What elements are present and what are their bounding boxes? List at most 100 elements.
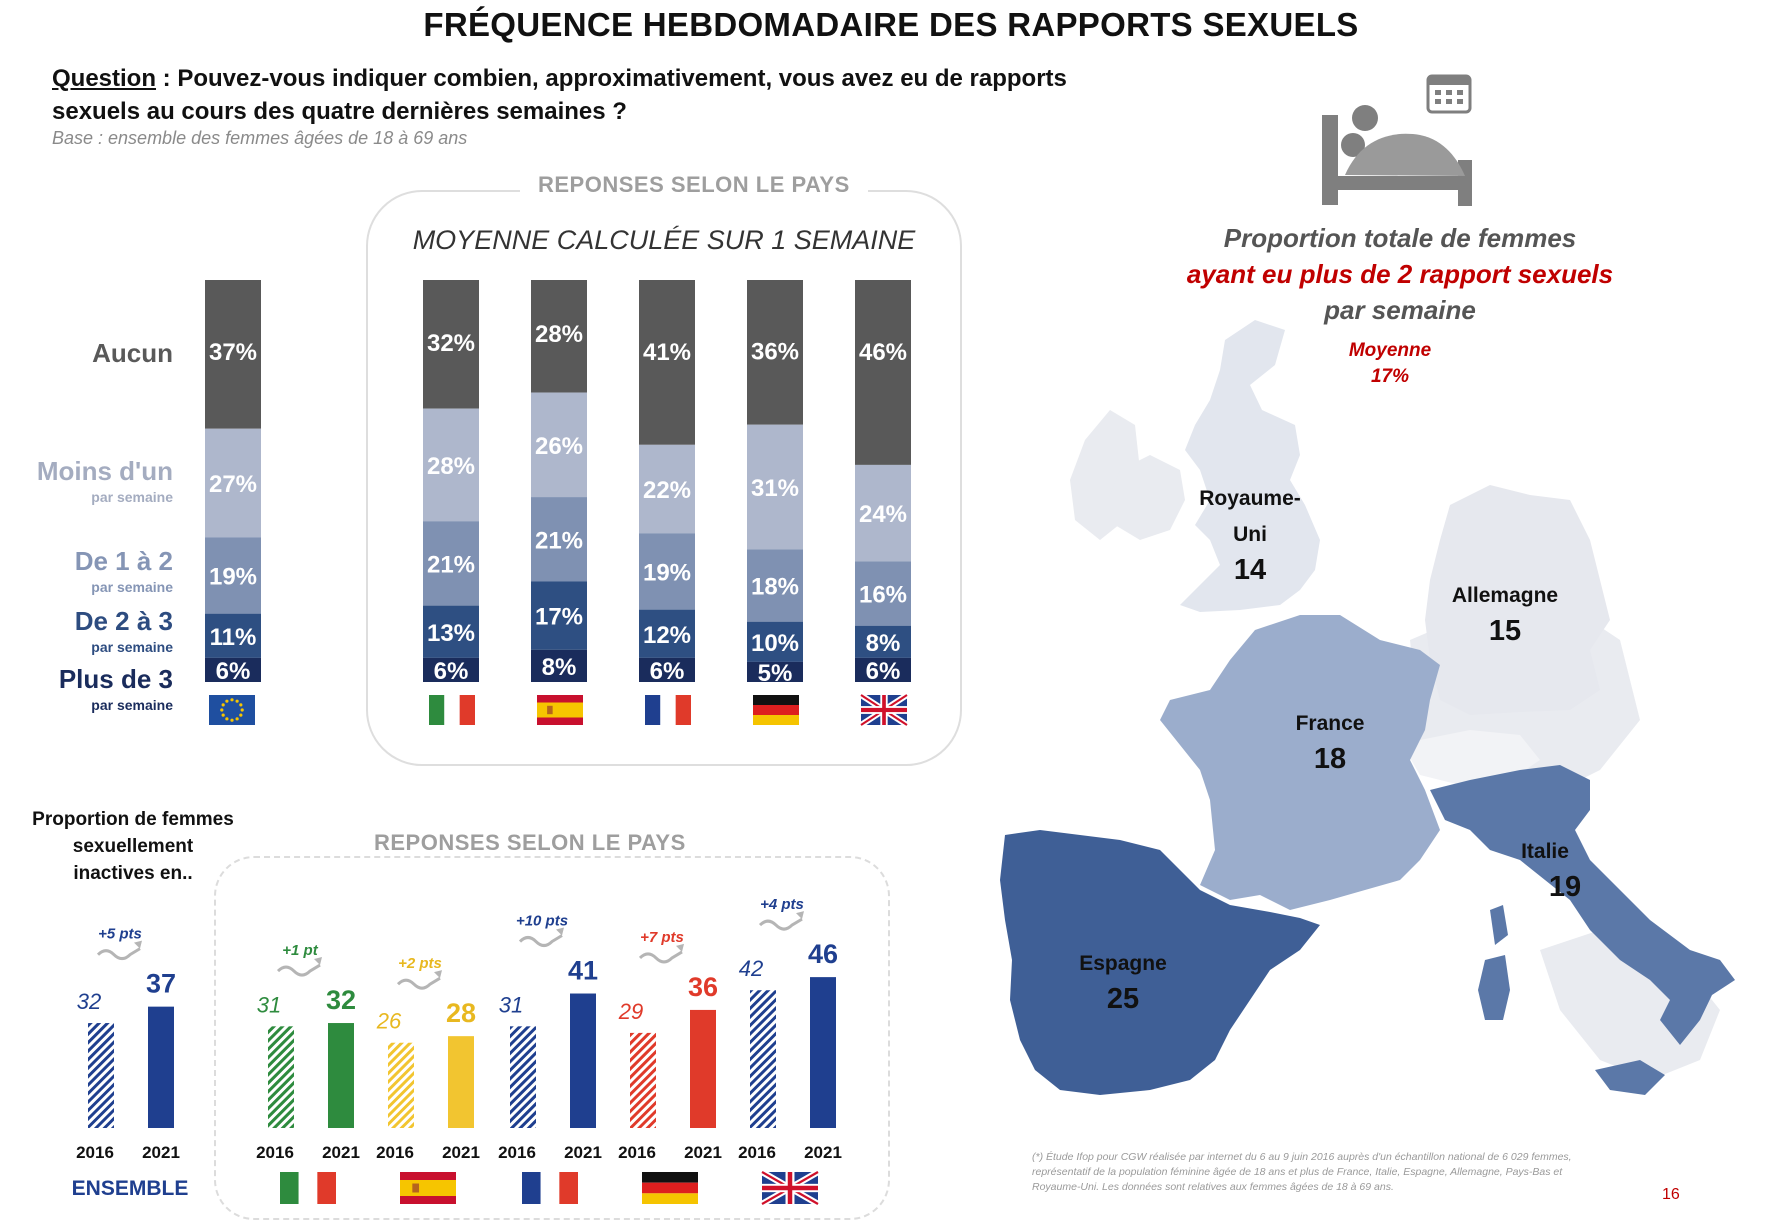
- stack-value-label: 19%: [643, 559, 691, 586]
- map-region-sicily: [1595, 1060, 1665, 1095]
- flag-stripe: [537, 717, 583, 725]
- flag-stripe: [660, 695, 676, 725]
- flag-stripe: [298, 1172, 318, 1204]
- trend-arrow-icon: [396, 976, 441, 990]
- map-title-line: par semaine: [1324, 295, 1476, 325]
- flag-de-icon: [642, 1172, 698, 1204]
- stack-value-label: 32%: [427, 330, 475, 357]
- map-region-value: 19: [1549, 871, 1581, 903]
- map-region-name: Italie: [1521, 840, 1569, 863]
- change-label: +5 pts: [98, 926, 142, 943]
- stack-value-label: 41%: [643, 339, 691, 366]
- flag-stripe: [642, 1193, 698, 1204]
- year-label: 2016: [618, 1143, 656, 1162]
- flag-stripe: [642, 1172, 698, 1183]
- flag-stripe: [537, 695, 583, 703]
- year-label: 2021: [684, 1143, 722, 1162]
- bar-value-label: 29: [618, 999, 643, 1024]
- stack-segment: [423, 605, 479, 658]
- flag-stripe: [753, 715, 799, 725]
- stack-value-label: 6%: [866, 658, 901, 685]
- map-region-value: 15: [1489, 615, 1521, 647]
- map-region-value: 25: [1107, 983, 1139, 1015]
- flag-emblem: [547, 705, 553, 715]
- question-separator: :: [156, 65, 178, 92]
- stack-value-label: 19%: [209, 563, 257, 590]
- flag-stripe: [459, 695, 475, 725]
- map-region-value: 14: [1234, 554, 1266, 586]
- map-region-value: 18: [1314, 743, 1346, 775]
- map-title-line: Proportion totale de femmes: [1223, 223, 1577, 253]
- page-number: 16: [1662, 1186, 1680, 1203]
- legend-sublabel: par semaine: [91, 579, 173, 595]
- legend-label: Plus de 3: [59, 664, 173, 694]
- bar-value-label: 26: [376, 1009, 402, 1034]
- bottom-intro-line: sexuellement: [72, 836, 194, 857]
- year-label: 2016: [498, 1143, 536, 1162]
- stack-value-label: 6%: [216, 658, 251, 685]
- trend-arrow-icon: [638, 950, 683, 964]
- stack-segment: [423, 408, 479, 522]
- stack-value-label: 6%: [650, 658, 685, 685]
- person-head-icon: [1352, 105, 1378, 131]
- footnote-line: représentatif de la population féminine …: [1032, 1166, 1563, 1178]
- trend-arrow-icon: [96, 947, 141, 961]
- bar-value-label: 36: [688, 972, 718, 1002]
- map-average-label: Moyenne: [1348, 340, 1432, 361]
- trend-arrow-head-icon: [676, 943, 684, 952]
- flag-star: [230, 718, 234, 722]
- flag-stripe: [645, 695, 661, 725]
- flag-star: [221, 713, 225, 717]
- stack-segment: [423, 657, 479, 682]
- year-label: 2016: [738, 1143, 776, 1162]
- bar-value-label: 42: [739, 956, 763, 981]
- stack-value-label: 31%: [751, 475, 799, 502]
- stack-value-label: 16%: [859, 582, 907, 609]
- ensemble-label: ENSEMBLE: [72, 1177, 189, 1200]
- question-label: Question: [52, 65, 157, 92]
- legend-label: Moins d'un: [37, 456, 173, 486]
- map-region-germany: [1425, 485, 1610, 715]
- flag-star: [239, 703, 243, 707]
- flag-star: [221, 703, 225, 707]
- trend-arrow-head-icon: [134, 940, 142, 949]
- trend-arrow-icon: [518, 934, 563, 948]
- flag-stripe: [753, 695, 799, 705]
- stack-value-label: 28%: [427, 453, 475, 480]
- stack-segment: [531, 392, 587, 498]
- map-region-name: Espagne: [1079, 952, 1167, 975]
- stack-value-label: 5%: [758, 660, 793, 687]
- stack-segment: [423, 280, 479, 409]
- map-title-line-highlight: ayant eu plus de 2 rapport sexuels: [1186, 259, 1614, 289]
- bar-2021: [570, 993, 596, 1128]
- stack-value-label: 10%: [751, 630, 799, 657]
- legend-label: De 1 à 2: [75, 546, 173, 576]
- flag-eu-icon: [209, 695, 255, 725]
- year-label: 2021: [564, 1143, 602, 1162]
- stack-segment: [855, 657, 911, 682]
- bar-2016: [88, 1023, 114, 1128]
- country-flags: [209, 692, 909, 1207]
- stack-value-label: 22%: [643, 477, 691, 504]
- bar-2021: [690, 1009, 716, 1128]
- bar-value-label: 46: [808, 939, 838, 969]
- flag-gb-icon: [760, 1169, 820, 1207]
- map-region-name: France: [1296, 712, 1365, 735]
- bar-value-label: 28: [446, 998, 476, 1028]
- stack-segment: [205, 657, 261, 682]
- year-label: 2021: [442, 1143, 480, 1162]
- flag-stripe: [559, 1172, 578, 1204]
- map-region-ireland: [1110, 455, 1185, 540]
- stack-segment: [747, 621, 803, 662]
- flag-cross: [762, 1185, 818, 1191]
- stack-segment: [747, 549, 803, 622]
- europe-map: [1000, 320, 1735, 1095]
- bar-value-label: 32: [77, 989, 101, 1014]
- bar-2016: [630, 1032, 656, 1128]
- map-region-name: Royaume-: [1199, 487, 1301, 510]
- calendar-header-icon: [1428, 76, 1470, 85]
- change-label: +7 pts: [640, 929, 684, 946]
- map-region-spain: [1000, 830, 1320, 1095]
- stack-value-label: 8%: [866, 630, 901, 657]
